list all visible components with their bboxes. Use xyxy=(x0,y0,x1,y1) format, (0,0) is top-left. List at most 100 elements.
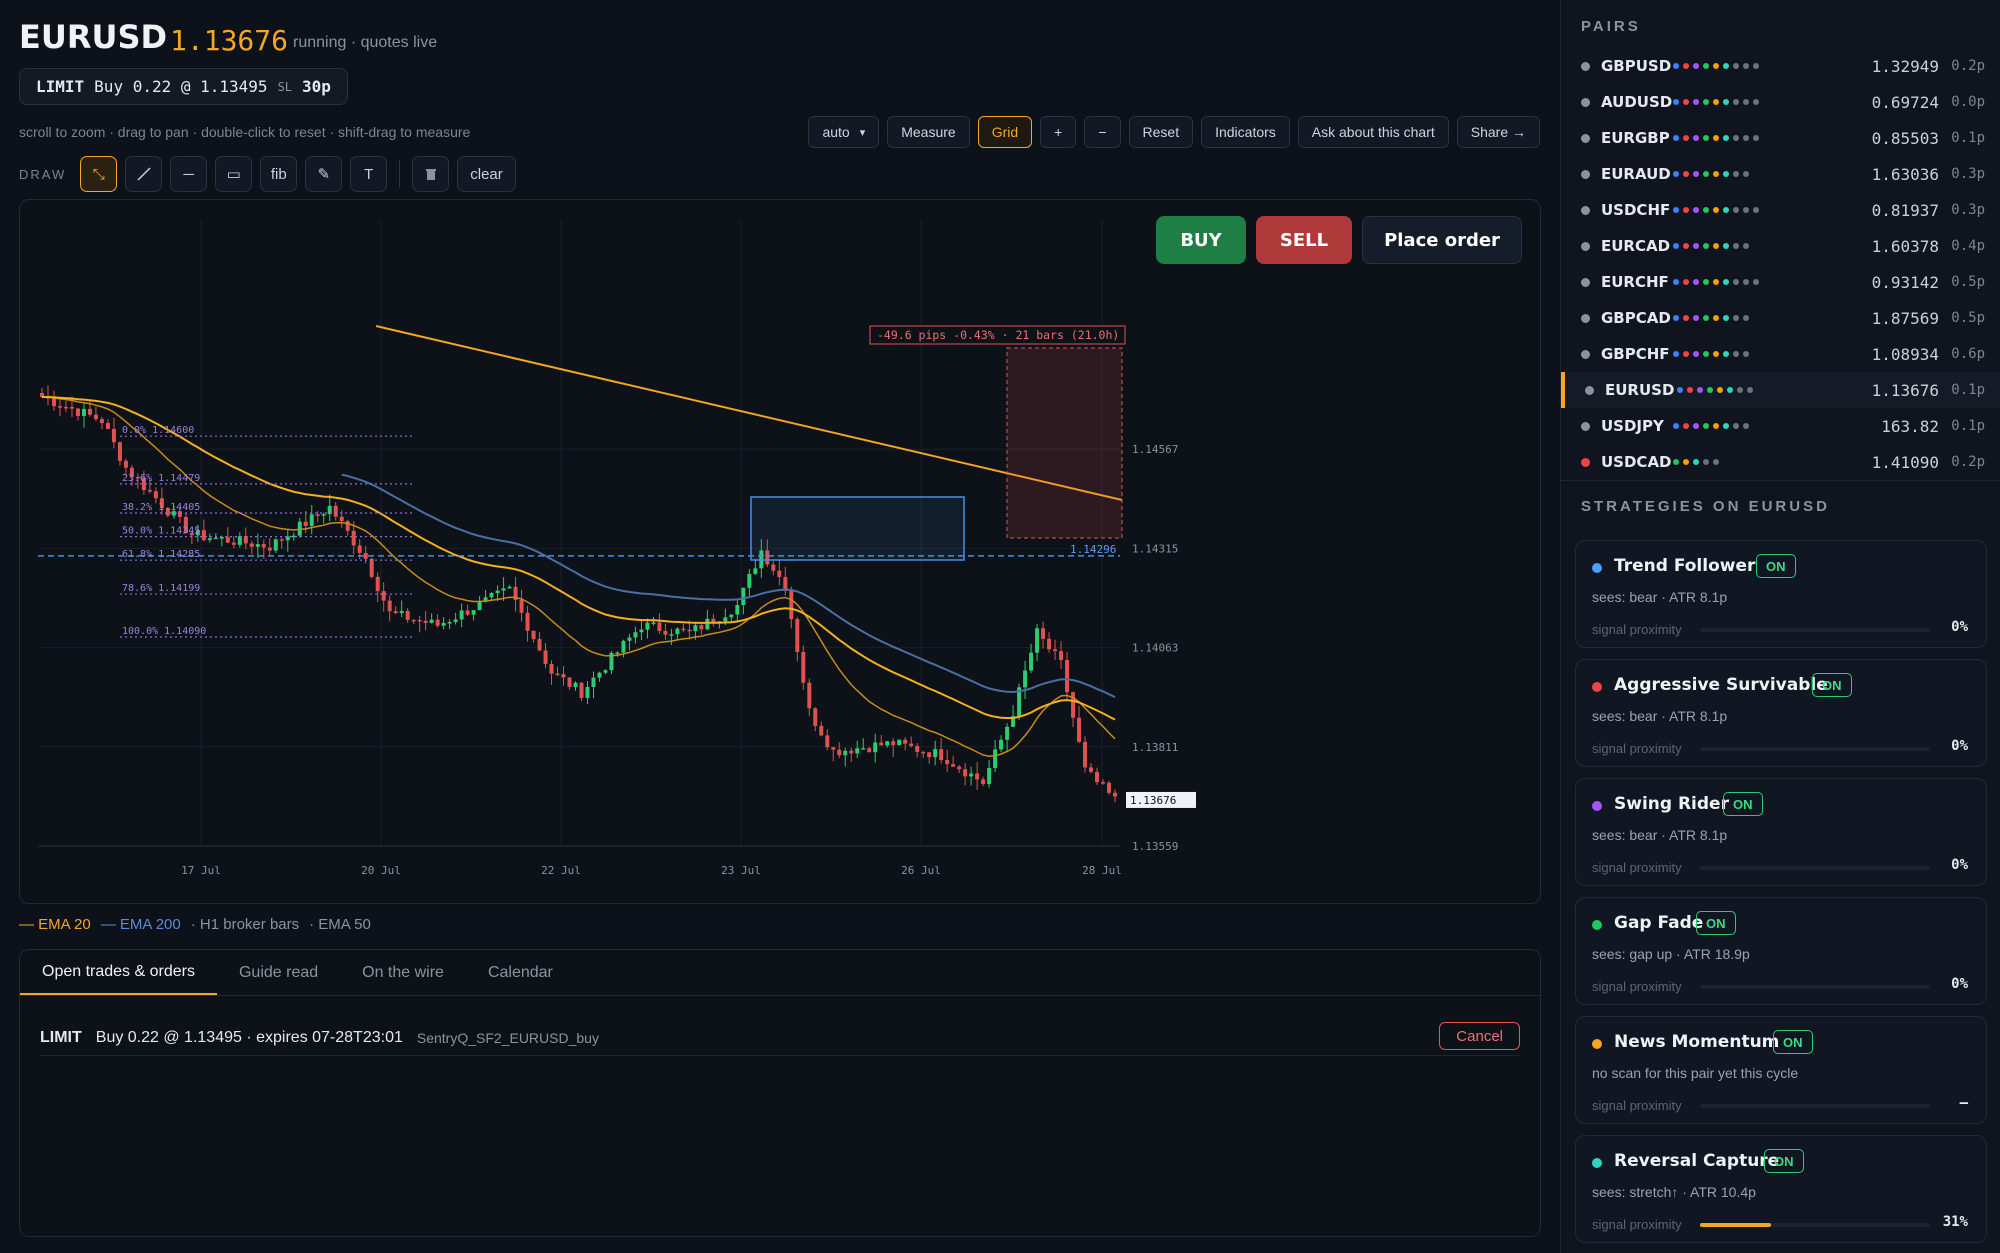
ema20-line xyxy=(41,396,1116,757)
x-tick-label: 22 Jul xyxy=(541,864,581,877)
candle-body xyxy=(1053,649,1058,652)
sidebar-item-eurcad[interactable]: EURCAD 1.60378 0.4p xyxy=(1561,228,2000,264)
pen-tool-button[interactable]: ✎ xyxy=(305,156,343,192)
strategy-card[interactable]: News Momentum ON no scan for this pair y… xyxy=(1575,1016,1987,1124)
candle-body xyxy=(441,622,446,626)
candle-body xyxy=(753,568,758,574)
sidebar-divider xyxy=(1561,480,2000,481)
status-badge[interactable]: ON xyxy=(1812,673,1852,697)
pair-name: GBPCHF xyxy=(1601,345,1670,363)
candle-body xyxy=(237,536,242,545)
line-tool-button[interactable] xyxy=(125,156,163,192)
strategy-card[interactable]: Aggressive Survivable ON sees: bear · AT… xyxy=(1575,659,1987,767)
timeframe-select[interactable]: auto ▾ xyxy=(808,116,880,148)
chart-panel[interactable]: 1.14567 1.14315 1.14063 1.13811 1.13559 17 Ju… xyxy=(19,199,1541,904)
strategy-card[interactable]: Swing Rider ON sees: bear · ATR 8.1p sig… xyxy=(1575,778,1987,886)
cursor-tool-button[interactable]: ⤡ xyxy=(80,156,118,192)
buy-button[interactable]: BUY xyxy=(1156,216,1246,264)
sidebar-item-usdjpy[interactable]: USDJPY 163.82 0.1p xyxy=(1561,408,2000,444)
strategy-card[interactable]: Reversal Capture ON sees: stretch↑ · ATR… xyxy=(1575,1135,1987,1243)
current-price: 1.13676 xyxy=(170,24,289,57)
candle-body xyxy=(501,588,506,591)
status-badge[interactable]: ON xyxy=(1723,792,1763,816)
x-tick-label: 26 Jul xyxy=(901,864,941,877)
ema200-line xyxy=(341,473,1116,699)
pair-name: EURCHF xyxy=(1601,273,1669,291)
pair-spread: 0.1p xyxy=(1951,130,1985,146)
reset-button[interactable]: Reset xyxy=(1128,116,1194,148)
tab-guide-read[interactable]: Guide read xyxy=(238,963,319,981)
strategy-name: News Momentum xyxy=(1614,1032,1780,1052)
fib-tool-button[interactable]: fib xyxy=(260,156,298,192)
drawn-rectangle xyxy=(750,496,965,561)
candle-body xyxy=(219,537,224,539)
pair-price: 1.13676 xyxy=(1871,380,1939,400)
fib-level-label: 100.0% 1.14090 xyxy=(122,626,206,637)
tab-on-the-wire[interactable]: On the wire xyxy=(362,963,444,981)
strategy-dot xyxy=(1743,63,1749,69)
last-price-tag xyxy=(1126,791,1196,808)
sell-button[interactable]: SELL xyxy=(1256,216,1352,264)
tab-calendar[interactable]: Calendar xyxy=(487,963,553,981)
candle-body xyxy=(1041,628,1046,639)
strategy-card[interactable]: Gap Fade ON sees: gap up · ATR 18.9p sig… xyxy=(1575,897,1987,1005)
status-dot xyxy=(1581,97,1590,107)
sidebar-item-usdcad[interactable]: USDCAD 1.41090 0.2p xyxy=(1561,444,2000,480)
candle-body xyxy=(993,749,998,768)
sidebar-item-eurgbp[interactable]: EURGBP 0.85503 0.1p xyxy=(1561,120,2000,156)
candle-body xyxy=(843,750,848,756)
sidebar-item-audusd[interactable]: AUDUSD 0.69724 0.0p xyxy=(1561,84,2000,120)
trash-tool-button[interactable] xyxy=(412,156,450,192)
candle-body xyxy=(957,766,962,770)
status-badge[interactable]: ON xyxy=(1764,1149,1804,1173)
candle-body xyxy=(963,769,968,777)
candle-body xyxy=(111,428,116,443)
candle-body xyxy=(1107,782,1112,793)
candle-body xyxy=(783,577,788,591)
chart-hint: scroll to zoom · drag to pan · double-cl… xyxy=(19,124,471,140)
tab-open-trades[interactable]: Open trades & orders xyxy=(20,950,217,995)
indicators-button[interactable]: Indicators xyxy=(1201,116,1290,148)
sidebar-item-euraud[interactable]: EURAUD 1.63036 0.3p xyxy=(1561,156,2000,192)
strategy-dot xyxy=(1703,243,1709,249)
place-order-button[interactable]: Place order xyxy=(1362,216,1522,264)
pending-order-pill[interactable]: LIMIT Buy 0.22 @ 1.13495 SL 30p xyxy=(19,68,348,105)
clear-button[interactable]: clear xyxy=(457,156,516,192)
strategy-dot xyxy=(1703,423,1709,429)
rect-tool-button[interactable]: ▭ xyxy=(215,156,253,192)
measure-button[interactable]: Measure xyxy=(887,116,970,148)
strategy-dots xyxy=(1673,459,1719,465)
sidebar-item-eurusd[interactable]: EURUSD 1.13676 0.1p xyxy=(1561,372,2000,408)
zoom-in-button[interactable]: + xyxy=(1040,116,1077,148)
proximity-bar xyxy=(1700,747,1930,751)
measure-label-box xyxy=(869,325,1126,345)
strategy-dot xyxy=(1733,207,1739,213)
candle-body xyxy=(699,625,704,630)
ask-chart-button[interactable]: Ask about this chart xyxy=(1297,116,1449,148)
price-chart[interactable]: 1.14567 1.14315 1.14063 1.13811 1.13559 17 Ju… xyxy=(20,200,1541,904)
grid-button[interactable]: Grid xyxy=(977,116,1033,148)
proximity-bar xyxy=(1700,1104,1930,1108)
hline-tool-button[interactable]: ─ xyxy=(170,156,208,192)
sidebar-item-gbpcad[interactable]: GBPCAD 1.87569 0.5p xyxy=(1561,300,2000,336)
text-tool-button[interactable]: T xyxy=(350,156,388,192)
zoom-out-button[interactable]: − xyxy=(1084,116,1121,148)
candle-body xyxy=(411,619,416,622)
status-badge[interactable]: ON xyxy=(1773,1030,1813,1054)
sidebar-item-gbpusd[interactable]: GBPUSD 1.32949 0.2p xyxy=(1561,48,2000,84)
cancel-button[interactable]: Cancel xyxy=(1439,1022,1520,1050)
share-button[interactable]: Share → xyxy=(1456,116,1540,148)
status-badge[interactable]: ON xyxy=(1756,554,1796,578)
candle-body xyxy=(495,590,500,594)
sidebar-item-eurchf[interactable]: EURCHF 0.93142 0.5p xyxy=(1561,264,2000,300)
strategy-dot xyxy=(1723,99,1729,105)
sidebar-item-gbpchf[interactable]: GBPCHF 1.08934 0.6p xyxy=(1561,336,2000,372)
candle-body xyxy=(927,752,932,758)
draw-toolbar: DRAW ⤡ ─ ▭ fib ✎ T clear xyxy=(19,156,516,192)
strategy-dot xyxy=(1737,387,1743,393)
strategy-card[interactable]: Trend Follower ON sees: bear · ATR 8.1p … xyxy=(1575,540,1987,648)
sidebar-item-usdchf[interactable]: USDCHF 0.81937 0.3p xyxy=(1561,192,2000,228)
pair-spread: 0.2p xyxy=(1951,58,1985,74)
strategy-color-dot xyxy=(1592,682,1602,692)
status-badge[interactable]: ON xyxy=(1696,911,1736,935)
